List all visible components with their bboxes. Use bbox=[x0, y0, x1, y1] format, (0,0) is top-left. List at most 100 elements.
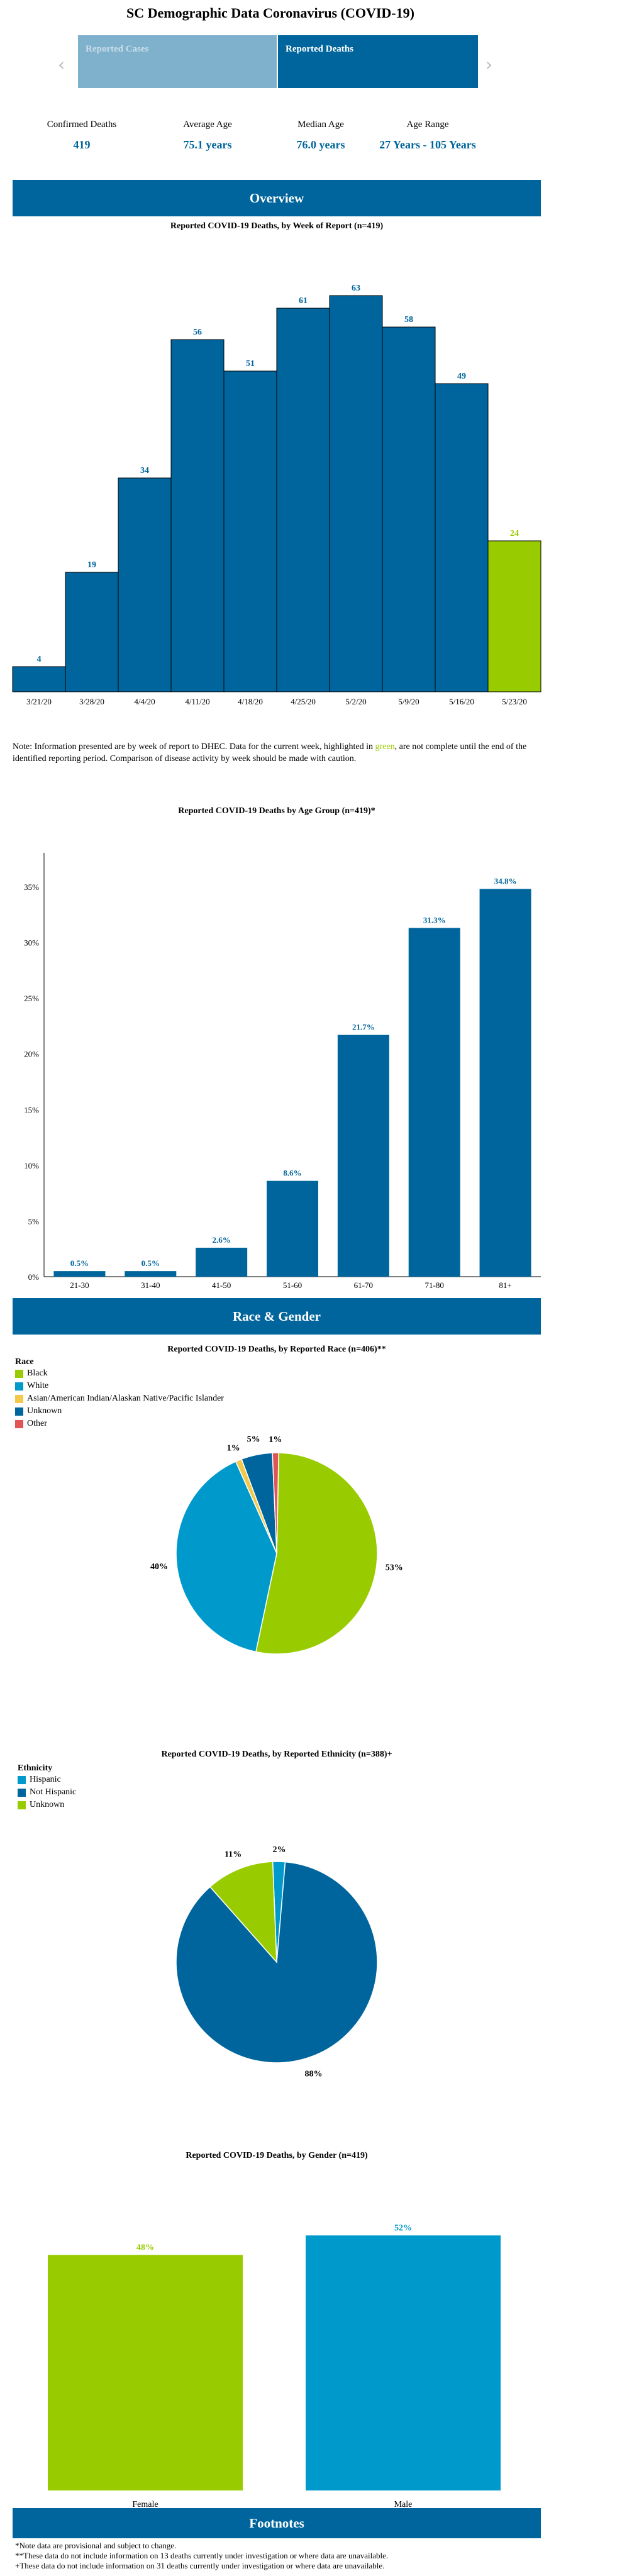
ethnicity-slice-label: 11% bbox=[225, 1850, 242, 1859]
stat-age-range-value: 27 Years - 105 Years bbox=[379, 138, 476, 151]
age-bar bbox=[196, 1247, 248, 1277]
age-group-chart-title: Reported COVID-19 Deaths by Age Group (n… bbox=[178, 806, 375, 816]
carousel-prev-icon[interactable]: ‹ bbox=[58, 54, 65, 75]
race-slice-label: 53% bbox=[386, 1563, 403, 1572]
tab-reported-cases[interactable]: Reported Cases bbox=[78, 35, 277, 88]
ethnicity-chart-title: Reported COVID-19 Deaths, by Reported Et… bbox=[161, 1750, 392, 1759]
age-bar-label: 31.3% bbox=[423, 916, 446, 925]
age-group-chart: 0% 5% 10% 15% 20% 25% 30% 35% 0.5% 21-30 0.5% 31-4… bbox=[24, 853, 541, 1290]
ethnicity-pie-chart: 2% 88% 11% bbox=[175, 1845, 378, 2079]
age-y-tick-label: 15% bbox=[24, 1105, 39, 1114]
ethnicity-legend-item: Hispanic bbox=[18, 1774, 76, 1786]
race-legend: Race Black White Asian/American Indian/Ala… bbox=[15, 1357, 224, 1430]
age-y-tick-label: 0% bbox=[28, 1272, 40, 1282]
ethnicity-slice-label: 2% bbox=[272, 1845, 286, 1855]
ethnicity-legend-swatch bbox=[18, 1775, 26, 1784]
race-legend-label: White bbox=[27, 1381, 49, 1391]
stat-median-age-label: Median Age bbox=[297, 119, 344, 130]
age-bar-label: 21.7% bbox=[352, 1023, 375, 1032]
weekly-tick-label: 4/18/20 bbox=[238, 697, 263, 706]
weekly-tick-label: 4/25/20 bbox=[291, 697, 316, 706]
race-legend-label: Unknown bbox=[27, 1406, 62, 1416]
age-x-tick-label: 71-80 bbox=[425, 1280, 444, 1290]
age-x-tick-label: 51-60 bbox=[283, 1280, 302, 1290]
race-slice bbox=[255, 1452, 378, 1655]
age-x-tick-label: 31-40 bbox=[141, 1280, 160, 1290]
race-slice-label: 5% bbox=[247, 1435, 260, 1445]
ethnicity-legend: Ethnicity Hispanic Not Hispanic Unknown bbox=[18, 1763, 76, 1811]
age-y-tick-label: 30% bbox=[24, 938, 39, 948]
race-legend-swatch bbox=[15, 1394, 23, 1403]
ethnicity-slice-label: 88% bbox=[304, 2070, 322, 2079]
stat-confirmed-deaths-label: Confirmed Deaths bbox=[47, 119, 117, 130]
race-slice-label: 1% bbox=[227, 1444, 240, 1453]
race-pie-chart: 53% 40% 1% 5% 1% bbox=[150, 1435, 403, 1655]
ethnicity-legend-label: Unknown bbox=[30, 1800, 65, 1809]
weekly-tick-label: 5/9/20 bbox=[398, 697, 419, 706]
weekly-bar-value: 24 bbox=[510, 529, 519, 538]
ethnicity-legend-label: Not Hispanic bbox=[30, 1787, 77, 1797]
weekly-bar bbox=[170, 339, 225, 692]
weekly-bar bbox=[487, 540, 541, 692]
weekly-bar-value: 51 bbox=[246, 359, 255, 369]
note-text-after: , are not complete until the end of the … bbox=[13, 742, 527, 763]
age-y-tick-label: 5% bbox=[28, 1216, 40, 1226]
weekly-tick-label: 4/11/20 bbox=[185, 697, 209, 706]
ethnicity-legend-title: Ethnicity bbox=[18, 1763, 53, 1773]
weekly-tick-label: 3/28/20 bbox=[79, 697, 104, 706]
weekly-bar bbox=[276, 308, 330, 692]
race-legend-item: White bbox=[15, 1380, 224, 1392]
gender-chart-title: Reported COVID-19 Deaths, by Gender (n=4… bbox=[186, 2151, 368, 2160]
stat-median-age-value: 76.0 years bbox=[296, 138, 345, 151]
stat-confirmed-deaths-value: 419 bbox=[73, 138, 91, 151]
race-legend-item: Asian/American Indian/Alaskan Native/Pac… bbox=[15, 1392, 224, 1405]
age-bar-label: 2.6% bbox=[213, 1235, 231, 1245]
weekly-bar bbox=[118, 477, 172, 692]
weekly-tick-label: 5/23/20 bbox=[502, 697, 527, 706]
ethnicity-legend-label: Hispanic bbox=[30, 1775, 61, 1784]
weekly-bar-value: 56 bbox=[193, 328, 202, 337]
weekly-tick-label: 3/21/20 bbox=[26, 697, 52, 706]
race-legend-swatch bbox=[15, 1382, 23, 1391]
age-y-tick-label: 25% bbox=[24, 994, 39, 1003]
race-legend-label: Black bbox=[27, 1368, 48, 1378]
carousel-next-icon[interactable]: › bbox=[486, 54, 493, 75]
stat-age-range-label: Age Range bbox=[406, 119, 449, 130]
footnotes-section-header: Footnotes bbox=[13, 2508, 541, 2538]
race-legend-item: Other bbox=[15, 1418, 224, 1430]
ethnicity-legend-item: Unknown bbox=[18, 1799, 76, 1811]
gender-x-tick-label: Female bbox=[132, 2500, 158, 2509]
race-slice-label: 40% bbox=[150, 1562, 168, 1572]
footnote-item: *Note data are provisional and subject t… bbox=[15, 2541, 177, 2550]
stat-average-age-label: Average Age bbox=[183, 119, 232, 130]
age-bar bbox=[125, 1271, 177, 1277]
weekly-bar-value: 58 bbox=[404, 315, 413, 325]
weekly-bar bbox=[12, 666, 66, 692]
age-bar bbox=[479, 889, 531, 1277]
age-x-tick-label: 61-70 bbox=[354, 1280, 373, 1290]
age-x-tick-label: 21-30 bbox=[70, 1280, 89, 1290]
note-highlight-green: green bbox=[375, 742, 395, 752]
age-bar bbox=[53, 1271, 106, 1277]
weekly-bar bbox=[223, 370, 277, 692]
weekly-deaths-chart: 4 3/21/20 19 3/28/20 34 4/4/20 56 4/11/20 51 4/18… bbox=[12, 284, 541, 706]
ethnicity-legend-item: Not Hispanic bbox=[18, 1786, 76, 1799]
race-legend-swatch bbox=[15, 1419, 23, 1428]
age-y-tick-label: 35% bbox=[24, 882, 39, 892]
note-text-before: Note: Information presented are by week … bbox=[13, 742, 375, 752]
weekly-bar bbox=[435, 383, 489, 692]
gender-chart: 48% Female 52% Male bbox=[48, 2223, 501, 2509]
race-legend-title: Race bbox=[15, 1357, 34, 1367]
gender-x-tick-label: Male bbox=[394, 2500, 413, 2509]
race-legend-label: Asian/American Indian/Alaskan Native/Pac… bbox=[27, 1394, 224, 1403]
age-bar bbox=[267, 1180, 318, 1277]
weekly-deaths-chart-title: Reported COVID-19 Deaths, by Week of Rep… bbox=[170, 221, 384, 231]
gender-bar bbox=[306, 2235, 501, 2490]
race-gender-section-header: Race & Gender bbox=[13, 1298, 541, 1335]
page-title: SC Demographic Data Coronavirus (COVID-1… bbox=[126, 5, 414, 21]
tab-reported-deaths[interactable]: Reported Deaths bbox=[278, 35, 478, 88]
weekly-bar bbox=[329, 295, 383, 692]
weekly-bar-value: 63 bbox=[352, 284, 360, 293]
weekly-bar-value: 19 bbox=[87, 560, 96, 570]
age-y-tick-label: 10% bbox=[24, 1161, 39, 1170]
